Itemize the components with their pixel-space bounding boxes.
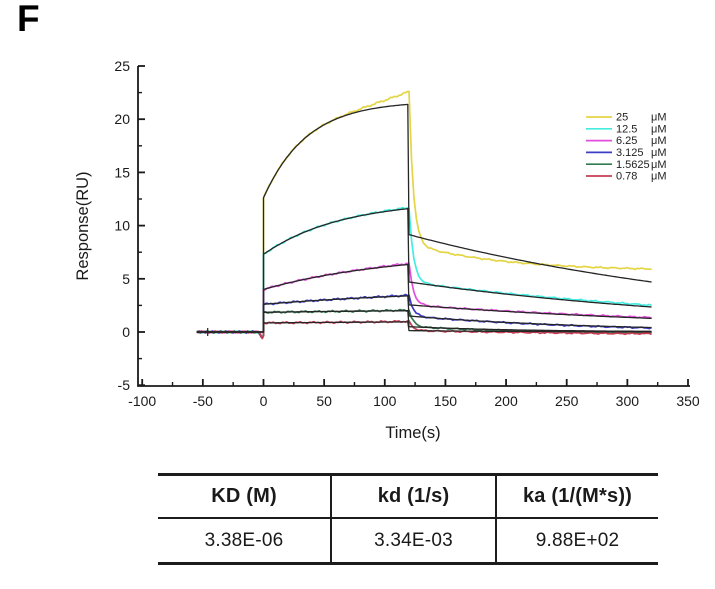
kd-1s-value: 3.34E-03 [330,519,495,562]
kinetics-table-value-row: 3.38E-06 3.34E-03 9.88E+02 [158,519,658,562]
x-tick-label: 150 [434,393,458,409]
y-tick-label: 5 [122,271,130,287]
legend-unit-12.5uM: μM [651,123,667,135]
panel-label: F [17,0,40,39]
baseline-cross-marker [203,328,212,336]
x-tick-label: -100 [128,393,156,409]
legend-unit-3.125uM: μM [651,147,667,159]
legend-label-12.5uM: 12.5 [616,123,637,135]
legend-label-1.5625uM: 1.5625 [616,159,650,171]
legend-label-0.78uM: 0.78 [616,171,637,183]
series-0.78uM-fit-curve [196,321,652,333]
series-25uM-fit-curve [196,103,652,333]
series-12.5uM-fit-curve [196,208,652,333]
x-tick-label: 200 [494,393,518,409]
x-tick-label: 100 [373,393,397,409]
legend-label-3.125uM: 3.125 [616,147,644,159]
y-tick-label: 0 [122,324,130,340]
kd-1s-header: kd (1/s) [330,476,495,517]
y-axis-title: Response(RU) [74,171,92,280]
ka-header: ka (1/(M*s)) [495,476,658,517]
x-tick-label: 50 [316,393,332,409]
axes [137,65,690,387]
kinetics-table: KD (M) kd (1/s) ka (1/(M*s)) 3.38E-06 3.… [158,473,658,565]
kd-m-value: 3.38E-06 [204,529,284,551]
y-tick-label: 15 [114,164,130,180]
series-6.25uM-fit-curve [196,263,652,333]
axis-lines [137,66,690,387]
series-3.125uM-fit-curve [196,295,652,333]
x-tick-label: 350 [676,393,700,409]
series-12.5uM-data-curve [196,206,652,339]
fit-curves [196,103,652,333]
legend-unit-6.25uM: μM [651,135,667,147]
legend-unit-1.5625uM: μM [651,159,667,171]
kinetics-table-header-row: KD (M) kd (1/s) ka (1/(M*s)) [158,476,658,519]
ka-value: 9.88E+02 [495,519,658,562]
kd-m-header: KD (M) [211,485,277,507]
y-tick-label: 20 [114,111,130,127]
x-tick-label: -50 [193,393,213,409]
series-1.5625uM-fit-curve [196,310,652,333]
x-tick-label: 300 [616,393,640,409]
legend-unit-25uM: μM [651,112,667,124]
legend-label-25uM: 25 [616,112,628,124]
legend-unit-0.78uM: μM [651,171,667,183]
legend-label-6.25uM: 6.25 [616,135,637,147]
x-axis-title: Time(s) [385,424,440,442]
y-tick-label: -5 [118,377,131,393]
x-tick-label: 0 [260,393,268,409]
y-tick-label: 25 [114,58,130,74]
spr-sensorgram-chart: -100 -50 0 50 100 150 200 250 300 350-50510152025… [74,58,700,442]
y-tick-label: 10 [114,218,130,234]
x-tick-label: 250 [555,393,579,409]
